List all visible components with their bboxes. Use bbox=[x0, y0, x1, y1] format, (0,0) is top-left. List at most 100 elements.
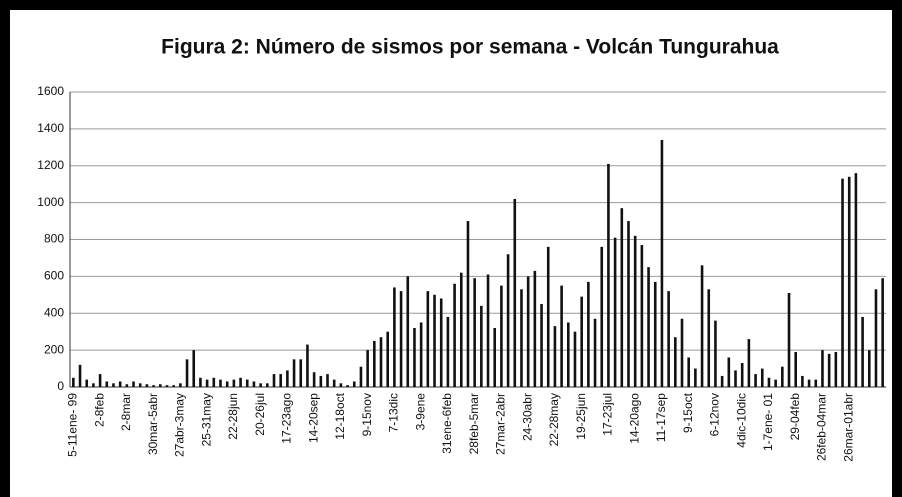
bar bbox=[312, 372, 316, 387]
bar bbox=[132, 381, 135, 387]
bar bbox=[92, 383, 95, 387]
bar bbox=[439, 298, 443, 387]
x-tick-label: 28feb-5mar bbox=[467, 393, 481, 454]
bar bbox=[185, 359, 189, 387]
bar bbox=[299, 359, 303, 387]
x-tick-label: 12-18oct bbox=[333, 392, 347, 439]
bar bbox=[660, 139, 664, 387]
bar bbox=[787, 292, 791, 387]
bar bbox=[266, 383, 269, 387]
bar bbox=[667, 291, 670, 387]
bar bbox=[801, 375, 804, 387]
bar bbox=[453, 283, 456, 387]
bar bbox=[386, 331, 390, 387]
x-tick-label: 26feb-04mar bbox=[815, 393, 829, 461]
bar bbox=[714, 320, 717, 387]
x-tick-label: 6-12nov bbox=[708, 393, 722, 436]
bar bbox=[232, 379, 236, 387]
bar bbox=[734, 370, 737, 387]
x-tick-label: 22-28may bbox=[547, 393, 561, 446]
bar bbox=[566, 322, 570, 387]
bar bbox=[867, 350, 871, 387]
bar bbox=[466, 221, 470, 387]
bar bbox=[426, 291, 430, 387]
x-tick-label: 29-04feb bbox=[788, 393, 802, 441]
bar bbox=[580, 296, 583, 387]
x-tick-label: 3-9ene bbox=[413, 393, 427, 431]
bar bbox=[393, 287, 396, 387]
bar bbox=[881, 278, 884, 387]
bar bbox=[219, 379, 222, 387]
bar bbox=[680, 318, 684, 387]
bar bbox=[112, 383, 115, 387]
bar bbox=[179, 383, 182, 387]
bar bbox=[158, 384, 162, 387]
bar bbox=[513, 198, 517, 387]
bar bbox=[259, 383, 262, 387]
x-tick-label: 2-8mar bbox=[119, 393, 133, 431]
x-tick-label: 14-20ago bbox=[627, 393, 641, 444]
bar bbox=[760, 368, 764, 387]
y-tick-label: 1400 bbox=[37, 121, 64, 135]
x-tick-label: 27mar-2abr bbox=[494, 393, 508, 455]
bar bbox=[707, 289, 711, 387]
bar bbox=[493, 328, 497, 387]
bar bbox=[339, 383, 343, 387]
bar bbox=[272, 374, 276, 387]
x-tick-label: 31ene-6feb bbox=[440, 393, 454, 454]
bar bbox=[546, 246, 550, 387]
bar bbox=[600, 246, 604, 387]
bar bbox=[553, 326, 557, 387]
bar bbox=[781, 366, 784, 387]
bar bbox=[118, 381, 122, 387]
x-tick-label: 24-30abr bbox=[520, 393, 534, 441]
bar bbox=[647, 267, 650, 387]
bar bbox=[145, 384, 149, 387]
bar bbox=[627, 221, 630, 387]
bar bbox=[540, 304, 543, 387]
bar bbox=[500, 285, 503, 387]
bar bbox=[674, 337, 677, 387]
bar bbox=[125, 384, 129, 387]
bar bbox=[212, 377, 216, 387]
bar bbox=[225, 381, 229, 387]
bar bbox=[834, 351, 838, 387]
bar bbox=[98, 374, 102, 387]
bar bbox=[366, 350, 369, 387]
bar bbox=[199, 377, 202, 387]
bar bbox=[319, 375, 323, 387]
bar bbox=[359, 366, 363, 387]
y-tick-label: 1200 bbox=[37, 158, 64, 172]
x-tick-label: 27abr-3may bbox=[173, 393, 187, 457]
x-tick-label: 14-20sep bbox=[306, 393, 320, 443]
bar bbox=[105, 381, 109, 387]
bar bbox=[821, 350, 824, 387]
x-tick-label: 4dic-10dic bbox=[734, 393, 748, 448]
bar bbox=[841, 178, 844, 387]
bar bbox=[172, 385, 175, 387]
bar bbox=[165, 385, 169, 387]
x-tick-label: 30mar-5abr bbox=[146, 393, 160, 455]
chart-title: Figura 2: Número de sismos por semana - … bbox=[161, 36, 779, 59]
bar bbox=[245, 379, 249, 387]
bar bbox=[192, 350, 196, 387]
bar bbox=[78, 364, 82, 387]
bar bbox=[526, 276, 530, 387]
y-tick-label: 0 bbox=[57, 379, 64, 393]
x-tick-label: 22-28jun bbox=[226, 393, 240, 440]
bar bbox=[814, 379, 818, 387]
bar bbox=[653, 281, 657, 387]
bar bbox=[633, 235, 637, 387]
bar bbox=[573, 331, 577, 387]
bar bbox=[205, 379, 209, 387]
bar bbox=[306, 344, 309, 387]
y-tick-label: 200 bbox=[44, 342, 64, 356]
bar bbox=[854, 173, 858, 387]
bar bbox=[827, 353, 831, 387]
bar bbox=[774, 379, 777, 387]
x-tick-label: 5-11ene- 99 bbox=[66, 393, 80, 457]
bar bbox=[72, 377, 75, 387]
bar bbox=[740, 363, 744, 387]
bar bbox=[613, 237, 617, 387]
